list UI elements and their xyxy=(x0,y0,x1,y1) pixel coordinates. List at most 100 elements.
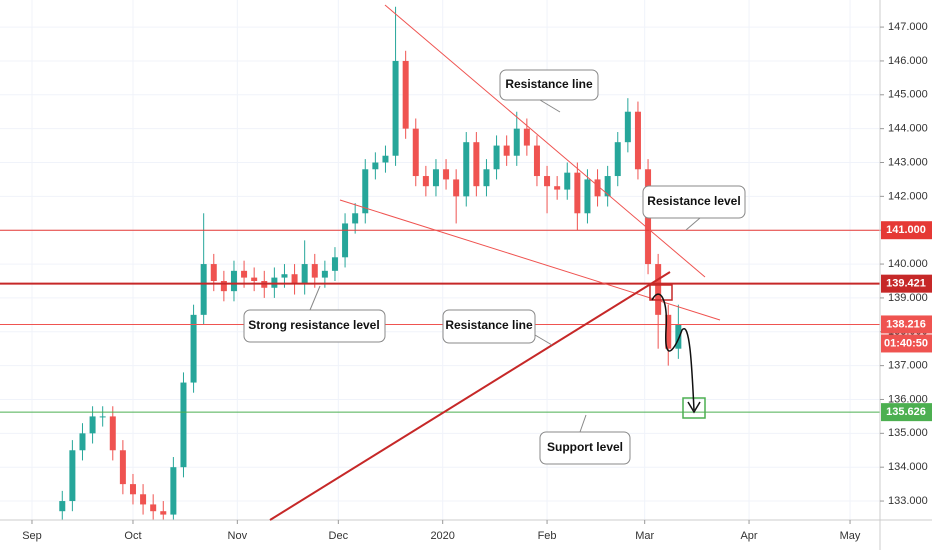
candle-body xyxy=(554,186,561,190)
candle-body xyxy=(463,142,470,197)
candle-body xyxy=(109,416,116,451)
x-tick-label: Mar xyxy=(635,530,654,542)
candle-body xyxy=(473,142,480,187)
callout-box xyxy=(539,431,631,465)
callout-tail xyxy=(534,334,553,346)
x-tick-label: Dec xyxy=(329,530,349,542)
candle-body xyxy=(331,257,338,271)
candle-body xyxy=(655,264,662,315)
y-tick-label: 145.000 xyxy=(888,89,928,101)
x-tick-label: Apr xyxy=(740,530,757,542)
candle-body xyxy=(412,128,419,177)
candle-body xyxy=(321,270,328,278)
candle-body xyxy=(503,145,510,156)
candle-body xyxy=(402,60,409,129)
y-tick-label: 135.000 xyxy=(888,427,928,439)
y-tick-label: 144.000 xyxy=(888,123,928,135)
price-label-box xyxy=(881,274,932,293)
candle-body xyxy=(140,494,147,505)
callout-text: Resistance line xyxy=(445,318,533,332)
y-tick-label: 137.000 xyxy=(888,360,928,372)
candle-body xyxy=(443,169,450,180)
callout-tail xyxy=(685,217,701,231)
trend-line xyxy=(269,271,671,521)
candle-body xyxy=(432,169,439,187)
x-tick-label: Oct xyxy=(124,530,141,542)
candle-body xyxy=(422,176,429,187)
candle-body xyxy=(89,416,96,434)
candle-body xyxy=(574,172,581,214)
y-tick-label: 147.000 xyxy=(888,21,928,33)
candle-body xyxy=(362,169,369,214)
x-tick-label: Nov xyxy=(228,530,248,542)
timer-box xyxy=(881,334,932,353)
x-tick-label: 2020 xyxy=(430,530,454,542)
candle-body xyxy=(624,111,631,143)
y-tick-label: 136.000 xyxy=(888,393,928,405)
y-tick-label: 134.000 xyxy=(888,461,928,473)
candle-body xyxy=(129,484,136,495)
candle-body xyxy=(513,128,520,156)
candle-body xyxy=(372,162,379,170)
x-tick-label: May xyxy=(840,530,861,542)
callout-box xyxy=(243,309,386,343)
callout-text: Strong resistance level xyxy=(248,318,379,332)
candle-body xyxy=(210,264,217,281)
candle-body xyxy=(665,314,672,349)
y-tick-label: 146.000 xyxy=(888,55,928,67)
callout-box xyxy=(442,309,536,344)
price-label: 138.216 xyxy=(886,318,926,330)
price-label: 141.000 xyxy=(886,224,926,236)
callout-text: Resistance level xyxy=(647,194,740,208)
candle-body xyxy=(99,416,106,418)
candle-body xyxy=(392,60,399,156)
candle-body xyxy=(493,145,500,170)
drawings xyxy=(269,4,721,521)
callout-box xyxy=(499,69,599,101)
price-label: 135.626 xyxy=(886,406,926,418)
candle-body xyxy=(533,145,540,177)
x-tick-label: Feb xyxy=(538,530,557,542)
candle-body xyxy=(119,450,126,485)
plot-area xyxy=(0,0,880,520)
candle-body xyxy=(594,179,601,197)
callout-tail xyxy=(539,99,561,113)
timer: 01:40:50 xyxy=(884,337,928,349)
target-box xyxy=(649,284,673,301)
candle-body xyxy=(382,155,389,163)
candle-body xyxy=(251,277,258,281)
arrow-head xyxy=(687,401,701,414)
candle-body xyxy=(301,264,308,285)
y-tick-label: 139.000 xyxy=(888,292,928,304)
candle-body xyxy=(230,270,237,292)
x-tick-label: Sep xyxy=(22,530,42,542)
candle-body xyxy=(241,270,248,278)
candle-body xyxy=(220,280,227,292)
callout-box xyxy=(642,185,746,219)
y-tick-label: 140.000 xyxy=(888,258,928,270)
projection-arrow xyxy=(651,293,695,411)
candle-body xyxy=(564,172,571,190)
callout-text: Resistance line xyxy=(505,77,593,91)
candle-body xyxy=(311,264,318,278)
callout-text: Support level xyxy=(547,440,623,454)
y-tick-label: 133.000 xyxy=(888,495,928,507)
price-label-box xyxy=(881,315,932,334)
candle-body xyxy=(352,213,359,224)
callout-tail xyxy=(309,285,321,311)
candle-body xyxy=(604,176,611,197)
callouts: Resistance line Resistance level Strong … xyxy=(243,69,746,465)
candle-body xyxy=(634,111,641,170)
candle-body xyxy=(170,467,177,515)
candle-body xyxy=(483,169,490,187)
candle-body xyxy=(614,142,621,177)
candle-body xyxy=(675,325,682,349)
y-tick-label: 143.000 xyxy=(888,156,928,168)
price-label-box xyxy=(881,221,932,240)
price-label-box xyxy=(881,403,932,422)
candle-body xyxy=(584,179,591,214)
candle-body xyxy=(150,504,157,512)
candle-body xyxy=(281,274,288,278)
candle-body xyxy=(190,314,197,383)
